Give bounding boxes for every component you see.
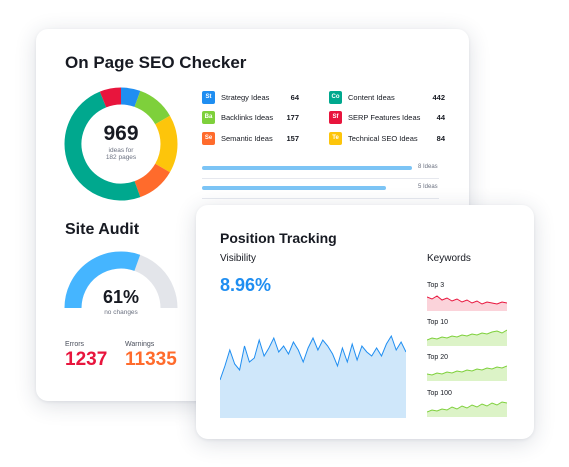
gauge-fill <box>64 251 141 309</box>
idea-row-semantic[interactable]: Se Semantic Ideas 157 <box>202 131 299 145</box>
technical-badge: Te <box>329 131 342 145</box>
donut-segment <box>134 90 170 125</box>
idea-value: 64 <box>290 92 299 102</box>
divider <box>202 178 439 179</box>
errors-value[interactable]: 1237 <box>65 349 108 370</box>
donut-value: 969 <box>103 122 139 145</box>
gauge-center: 61% no changes <box>64 287 178 316</box>
keyword-top20-sparkline <box>427 365 507 381</box>
donut-caption-2: 182 pages <box>105 154 137 161</box>
visibility-area <box>220 336 406 418</box>
keyword-top3-label: Top 3 <box>427 282 445 289</box>
visibility-value: 8.96% <box>220 275 272 295</box>
idea-row-backlinks[interactable]: Ba Backlinks Ideas 177 <box>202 110 299 124</box>
ideas-progress-bar <box>202 166 412 170</box>
gauge-caption: no changes <box>104 309 138 316</box>
donut-segment <box>120 87 141 107</box>
idea-row-content[interactable]: Co Content Ideas 442 <box>329 90 445 104</box>
idea-value: 157 <box>286 133 299 143</box>
donut-center: 969 ideas for 182 pages <box>64 122 178 162</box>
idea-row-strategy[interactable]: St Strategy Ideas 64 <box>202 90 299 104</box>
donut-segment <box>134 163 170 198</box>
idea-label: SERP Features Ideas <box>348 112 421 122</box>
idea-value: 84 <box>436 133 445 143</box>
donut-caption-1: ideas for <box>108 147 134 154</box>
divider <box>202 198 439 199</box>
visibility-label: Visibility <box>220 253 256 264</box>
ideas-donut-chart <box>64 87 178 201</box>
errors-label: Errors <box>65 341 85 348</box>
idea-row-technical[interactable]: Te Technical SEO Ideas 84 <box>329 131 445 145</box>
visibility-line <box>220 334 406 381</box>
keyword-top10-label: Top 10 <box>427 319 449 326</box>
site-audit-title: Site Audit <box>65 221 140 238</box>
keyword-top100-sparkline <box>427 401 507 417</box>
idea-label: Semantic Ideas <box>221 133 273 143</box>
idea-label: Backlinks Ideas <box>221 112 274 122</box>
ideas-bar-label: 8 Ideas <box>418 164 438 170</box>
idea-row-serp[interactable]: Sf SERP Features Ideas 44 <box>329 110 445 124</box>
idea-value: 44 <box>436 112 445 122</box>
warnings-label: Warnings <box>125 341 155 348</box>
keyword-top3-sparkline <box>427 295 507 311</box>
position-tracking-title: Position Tracking <box>220 230 337 246</box>
backlinks-badge: Ba <box>202 110 215 124</box>
audit-gauge-chart <box>64 251 178 309</box>
semantic-badge: Se <box>202 131 215 145</box>
idea-value: 177 <box>286 112 299 122</box>
ideas-progress-bar <box>202 186 386 190</box>
keyword-top20-label: Top 20 <box>427 354 449 361</box>
idea-value: 442 <box>432 92 445 102</box>
serp-badge: Sf <box>329 110 342 124</box>
strategy-badge: St <box>202 90 215 104</box>
keyword-top100-label: Top 100 <box>427 390 452 397</box>
keywords-label: Keywords <box>427 253 471 264</box>
idea-label: Content Ideas <box>348 92 395 102</box>
position-tracking-card: Position Tracking Visibility 8.96% Keywo… <box>196 205 534 439</box>
content-badge: Co <box>329 90 342 104</box>
donut-segment <box>99 87 122 108</box>
gauge-value: 61% <box>102 287 140 307</box>
keyword-top10-sparkline <box>427 329 507 346</box>
idea-label: Technical SEO Ideas <box>348 133 418 143</box>
ideas-bar-label: 5 Ideas <box>418 184 438 190</box>
idea-label: Strategy Ideas <box>221 92 270 102</box>
warnings-value[interactable]: 11335 <box>125 349 177 370</box>
donut-segment <box>64 91 141 201</box>
seo-title: On Page SEO Checker <box>65 53 247 72</box>
donut-segment <box>154 115 178 173</box>
visibility-area-chart <box>220 334 406 418</box>
